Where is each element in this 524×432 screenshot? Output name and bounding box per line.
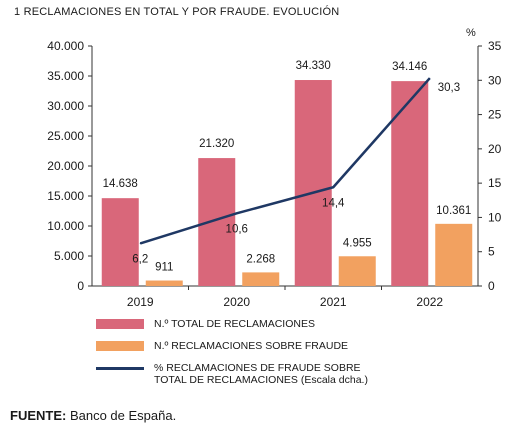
bar-total	[294, 80, 332, 287]
bar-total	[198, 158, 236, 286]
legend-label-fraud-pct: % RECLAMACIONES DE FRAUDE SOBRE TOTAL DE…	[154, 362, 368, 386]
chart-title: 1 RECLAMACIONES EN TOTAL Y POR FRAUDE. E…	[14, 6, 340, 18]
y-left-tick-label: 10.000	[47, 219, 84, 233]
y-right-tick-label: 20	[488, 142, 502, 156]
legend-item-total: N.º TOTAL DE RECLAMACIONES	[96, 318, 368, 330]
legend-swatch-fraud-pct	[96, 367, 144, 370]
y-right-tick-label: 0	[488, 279, 495, 293]
bar-fraud-label: 4.955	[343, 237, 372, 249]
bar-fraud	[338, 256, 376, 286]
line-fraud-pct-point	[236, 212, 238, 214]
line-fraud-pct-label: 10,6	[226, 223, 248, 235]
y-left-tick-label: 15.000	[47, 189, 84, 203]
source-text: Banco de España.	[66, 408, 177, 423]
chart-legend: N.º TOTAL DE RECLAMACIONES N.º RECLAMACI…	[96, 318, 368, 396]
y-right-tick-label: 15	[488, 176, 502, 190]
line-fraud-pct-point	[139, 242, 141, 244]
y-left-tick-label: 35.000	[47, 69, 84, 83]
legend-item-fraud-pct: % RECLAMACIONES DE FRAUDE SOBRE TOTAL DE…	[96, 362, 368, 386]
legend-label-total: N.º TOTAL DE RECLAMACIONES	[154, 318, 315, 330]
y-left-tick-label: 20.000	[47, 159, 84, 173]
bar-fraud	[242, 272, 280, 286]
line-fraud-pct-point	[429, 77, 431, 79]
x-tick-label: 2020	[223, 295, 250, 309]
legend-swatch-total	[96, 319, 144, 329]
y-right-tick-label: 10	[488, 210, 502, 224]
y-right-tick-label: 5	[488, 245, 495, 259]
bar-total-label: 14.638	[103, 178, 138, 190]
line-fraud-pct-label: 30,3	[438, 82, 460, 94]
source-label: FUENTE:	[10, 408, 67, 423]
bar-total-label: 34.146	[392, 61, 427, 73]
bar-fraud-label: 2.268	[246, 253, 275, 265]
bar-fraud-label: 10.361	[436, 205, 471, 217]
y-left-tick-label: 5.000	[54, 249, 84, 263]
y-left-tick-label: 25.000	[47, 129, 84, 143]
y-right-tick-label: 35	[488, 39, 502, 53]
legend-swatch-fraud	[96, 341, 144, 351]
bar-total	[391, 81, 429, 287]
line-fraud-pct-label: 14,4	[322, 197, 345, 209]
bar-total-label: 34.330	[296, 60, 331, 72]
y-right-tick-label: 25	[488, 108, 502, 122]
y-right-tick-label: 30	[488, 73, 502, 87]
y-right-unit-label: %	[466, 27, 476, 39]
y-left-tick-label: 0	[77, 279, 84, 293]
source-note: FUENTE: Banco de España.	[10, 408, 176, 423]
y-left-tick-label: 40.000	[47, 39, 84, 53]
y-left-tick-label: 30.000	[47, 99, 84, 113]
bar-total	[101, 198, 139, 286]
bar-total-label: 21.320	[199, 138, 234, 150]
bar-fraud-label: 911	[155, 262, 173, 274]
x-tick-label: 2019	[127, 295, 154, 309]
x-tick-label: 2021	[320, 295, 347, 309]
bar-fraud	[145, 280, 183, 286]
line-fraud-pct-point	[332, 186, 334, 188]
legend-item-fraud: N.º RECLAMACIONES SOBRE FRAUDE	[96, 340, 368, 352]
chart: 0 5.000 10.000 15.000 20.000 25.000 30.000 35.0…	[47, 27, 502, 309]
legend-label-fraud: N.º RECLAMACIONES SOBRE FRAUDE	[154, 340, 349, 352]
bar-fraud	[435, 223, 473, 286]
line-fraud-pct-label: 6,2	[132, 253, 148, 265]
line-fraud-pct	[139, 77, 431, 245]
x-tick-label: 2022	[416, 295, 443, 309]
